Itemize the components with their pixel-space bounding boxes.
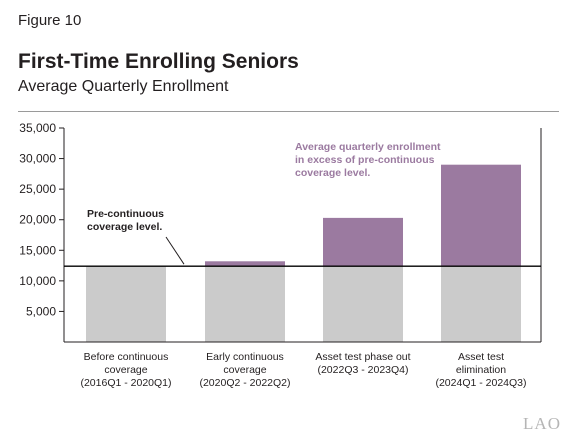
y-tick-label: 35,000	[19, 121, 56, 135]
x-category-label: Asset test phase out	[315, 351, 410, 363]
x-category-label: coverage	[104, 364, 147, 376]
bar-excess-segment	[323, 217, 403, 267]
bar-excess-segment	[205, 261, 285, 267]
y-tick-label: 10,000	[19, 274, 56, 288]
bar-baseline-segment	[86, 266, 166, 342]
y-tick-label: 30,000	[19, 152, 56, 166]
chart-subtitle: Average Quarterly Enrollment	[18, 78, 229, 95]
bar-baseline-segment	[323, 266, 403, 342]
y-tick-label: 15,000	[19, 243, 56, 257]
annotation-baseline-text: coverage level.	[87, 221, 162, 233]
x-category-label: elimination	[456, 364, 506, 376]
figure-label: Figure 10	[18, 12, 82, 29]
y-tick-label: 20,000	[19, 213, 56, 227]
bar-excess-segment	[441, 164, 521, 267]
x-category-label: (2024Q1 - 2024Q3)	[435, 377, 526, 389]
annotation-excess-text: Average quarterly enrollment	[295, 141, 441, 153]
bar-baseline-segment	[205, 266, 285, 342]
annotation-excess-text: coverage level.	[295, 167, 370, 179]
x-category-label: (2020Q2 - 2022Q2)	[199, 377, 290, 389]
x-category-label: Before continuous	[84, 351, 169, 363]
bar-baseline-segment	[441, 266, 521, 342]
y-tick-label: 25,000	[19, 182, 56, 196]
x-category-label: Asset test	[458, 351, 504, 363]
annotation-baseline-leader	[165, 236, 185, 265]
x-category-label: coverage	[223, 364, 266, 376]
x-category-label: Early continuous	[206, 351, 284, 363]
annotation-baseline-text: Pre-continuous	[87, 208, 164, 220]
y-tick-label: 5,000	[26, 304, 56, 318]
chart-title: First-Time Enrolling Seniors	[18, 50, 299, 73]
title-divider	[18, 111, 559, 112]
x-category-label: (2022Q3 - 2023Q4)	[317, 364, 408, 376]
annotation-excess-text: in excess of pre-continuous	[295, 154, 435, 166]
x-category-label: (2016Q1 - 2020Q1)	[80, 377, 171, 389]
lao-logo: LAO	[523, 414, 561, 433]
